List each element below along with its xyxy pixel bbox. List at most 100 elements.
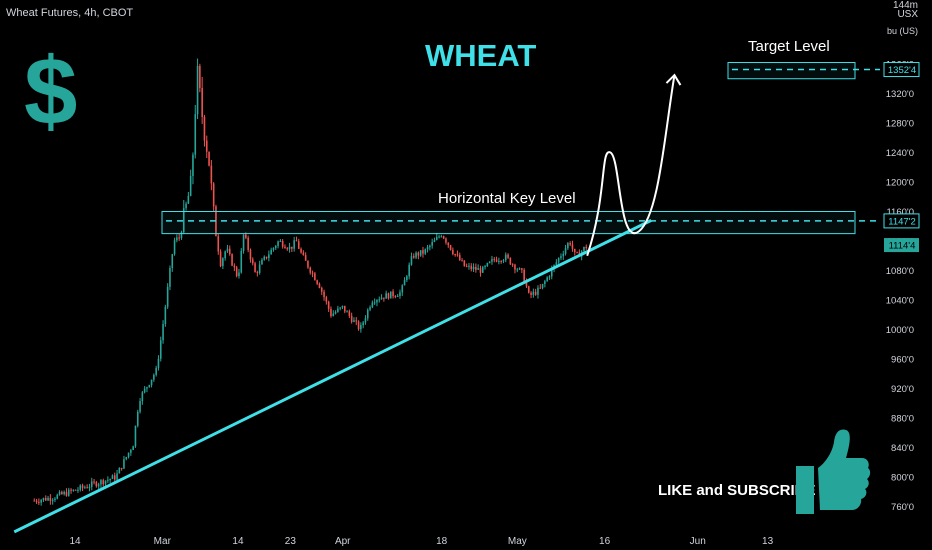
candle-body — [291, 246, 293, 249]
candle-body — [189, 176, 192, 196]
y-tick-label: 840'0 — [891, 443, 914, 454]
candle-body — [141, 392, 144, 402]
candle-body — [435, 236, 438, 240]
candle-body — [530, 292, 532, 295]
candle-body — [316, 280, 318, 284]
candle-body — [307, 260, 309, 268]
candle-body — [378, 299, 381, 301]
candle-body — [295, 240, 298, 242]
x-tick-label: 23 — [285, 536, 297, 547]
candle-body — [419, 250, 422, 256]
candle-body — [153, 374, 155, 380]
candle-body — [309, 267, 312, 273]
target-zone — [727, 62, 856, 80]
candle-body — [86, 487, 88, 489]
candle-body — [417, 252, 420, 256]
candle-body — [277, 241, 279, 246]
candle-body — [235, 267, 238, 277]
candle-body — [65, 491, 68, 496]
candle-body — [258, 264, 261, 273]
unit-label: bu (US) — [886, 26, 918, 36]
candle-body — [541, 283, 544, 288]
like-subscribe-text: LIKE and SUBSCRIBE — [658, 482, 816, 499]
candle-body — [362, 322, 364, 326]
candle-body — [334, 311, 337, 314]
candle-body — [323, 291, 325, 298]
candle-body — [548, 276, 551, 278]
candle-body — [136, 411, 139, 426]
candle-body — [392, 291, 394, 297]
candle-body — [454, 254, 456, 256]
candle-body — [100, 480, 102, 485]
candle-body — [228, 248, 231, 255]
candle-body — [562, 253, 565, 257]
currency-label: USX — [897, 9, 918, 20]
candle-body — [495, 259, 498, 262]
candle-body — [157, 358, 160, 368]
candle-body — [212, 183, 215, 207]
candle-body — [249, 249, 252, 260]
candle-body — [302, 252, 305, 256]
candle-body — [491, 259, 493, 262]
candle-body — [33, 500, 36, 502]
candle-body — [169, 268, 171, 287]
candle-body — [166, 286, 169, 307]
last-price-badge-text: 1114'4 — [889, 241, 916, 252]
candle-body — [465, 266, 468, 268]
candle-body — [233, 265, 236, 268]
candle-body — [155, 367, 157, 375]
candle-body — [412, 256, 415, 258]
candle-body — [507, 254, 509, 258]
candle-body — [327, 301, 330, 309]
x-tick-label: 14 — [69, 536, 81, 547]
candle-body — [500, 260, 502, 262]
ascending-trendline — [13, 219, 652, 534]
symbol-header: Wheat Futures, 4h, CBOT — [6, 7, 134, 19]
candle-body — [297, 241, 300, 249]
candle-body — [440, 236, 443, 238]
candle-body — [38, 501, 40, 503]
candle-body — [320, 287, 323, 292]
candle-body — [504, 254, 507, 261]
wheat-title: WHEAT — [425, 38, 537, 73]
candle-body — [350, 315, 353, 322]
x-tick-label: Mar — [154, 536, 172, 547]
price-badges: 1352'4 1147'2 1114'4 — [883, 62, 920, 253]
candle-body — [527, 286, 530, 293]
axis-unit-top: 144m — [892, 0, 918, 11]
candle-body — [148, 385, 151, 388]
candle-body — [109, 478, 111, 480]
candle-body — [54, 498, 56, 500]
candle-body — [97, 484, 100, 487]
candle-body — [567, 243, 569, 249]
candle-body — [79, 485, 82, 490]
candle-body — [475, 266, 477, 270]
candle-body — [461, 260, 463, 262]
candle-body — [187, 195, 190, 204]
candle-body — [366, 309, 369, 319]
candle-body — [222, 258, 224, 267]
candle-body — [210, 165, 213, 184]
candle-body — [408, 264, 410, 277]
candle-body — [245, 234, 247, 238]
candle-body — [373, 302, 376, 304]
candle-body — [318, 283, 321, 288]
candle-body — [196, 65, 199, 115]
candle-body — [90, 481, 93, 487]
candle-body — [486, 263, 489, 267]
candle-body — [369, 307, 371, 310]
candle-body — [95, 482, 98, 487]
candle-body — [472, 266, 475, 270]
candle-body — [44, 498, 47, 501]
candle-body — [247, 237, 249, 250]
y-tick-label: 1200'0 — [886, 178, 914, 189]
candle-body — [385, 293, 387, 299]
candle-body — [182, 208, 185, 233]
candle-body — [134, 425, 137, 447]
candle-body — [42, 498, 45, 501]
candle-body — [337, 308, 339, 312]
candle-body — [281, 240, 284, 247]
candle-body — [509, 257, 512, 265]
candle-body — [364, 318, 367, 323]
